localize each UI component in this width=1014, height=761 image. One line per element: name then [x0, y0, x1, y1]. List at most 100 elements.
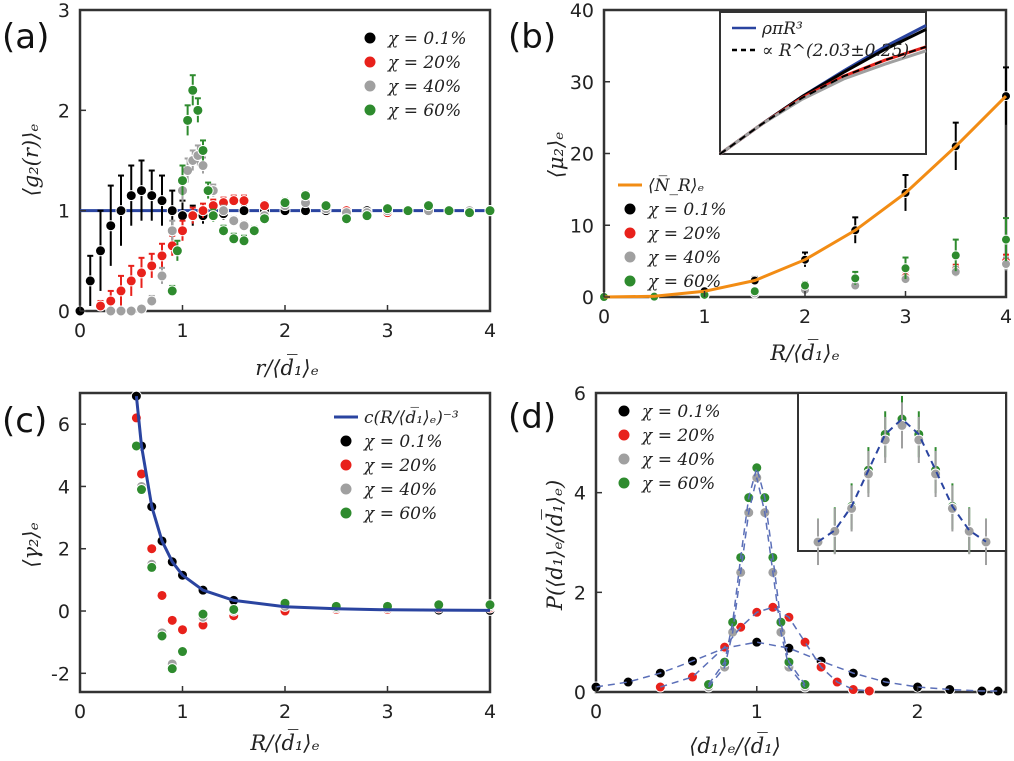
x-tick-label: 2	[912, 701, 924, 723]
data-point-60	[300, 190, 311, 202]
plot-area-d	[590, 462, 1004, 697]
legend-marker	[363, 55, 377, 69]
legend-label: χ = 40%	[641, 450, 715, 470]
data-point-60	[443, 205, 455, 217]
y-axis-label-c: ⟨γ₂⟩ₑ	[19, 522, 43, 568]
legend-label: χ = 20%	[641, 426, 715, 446]
y-tick-label: -2	[51, 663, 70, 685]
y-axis-label-d: P(⟨d₁⟩ₑ/⟨d̅₁⟩ₑ)	[541, 480, 567, 611]
data-point-40	[228, 215, 240, 227]
inset-point	[846, 502, 858, 514]
x-tick-label: 1	[176, 320, 188, 342]
legend-marker	[623, 274, 637, 288]
data-point-20	[105, 295, 117, 307]
data-point-60	[433, 599, 445, 611]
legend-label: χ = 0.1%	[387, 29, 467, 49]
data-point-20	[187, 210, 199, 222]
panel-label-c: (c)	[2, 401, 47, 441]
data-point-01	[238, 205, 250, 217]
data-point-60	[248, 225, 260, 237]
y-tick-label: 2	[58, 539, 70, 561]
panel-label-b: (b)	[508, 17, 556, 57]
data-point-20	[125, 275, 137, 287]
legend-marker	[339, 506, 353, 520]
y-tick-label: 4	[58, 476, 70, 498]
data-point-60	[464, 207, 475, 219]
data-point-20	[146, 543, 158, 555]
ticks-a: 0 1 2 3 4 0 1 2 3	[58, 0, 496, 342]
data-point-20	[799, 636, 811, 648]
inset-fit-curve	[817, 417, 987, 543]
data-point-40	[197, 160, 209, 172]
x-tick-label: 4	[484, 320, 496, 342]
legend-label: χ = 40%	[387, 77, 461, 97]
legend-a: χ = 0.1% χ = 20% χ = 40% χ = 60%	[363, 29, 467, 121]
data-point-20	[136, 267, 147, 279]
data-point-60	[192, 104, 204, 116]
legend-label: χ = 40%	[647, 248, 721, 268]
y-tick-label: 1	[58, 201, 70, 223]
x-axis-label-c: R/⟨d̅₁⟩ₑ	[249, 729, 319, 755]
data-point-01	[177, 210, 188, 222]
panel-label-d: (d)	[508, 397, 556, 437]
data-point-01	[136, 185, 147, 197]
data-point-20	[115, 285, 127, 297]
plot-area-a	[74, 74, 496, 317]
data-point-60	[136, 484, 147, 496]
y-tick-label: 4	[574, 483, 586, 505]
data-point-60	[900, 263, 911, 274]
x-tick-label: 0	[590, 701, 602, 723]
data-point-20	[146, 260, 158, 272]
y-axis-label-a: ⟨g₂(r)⟩ₑ	[19, 124, 43, 197]
legend-label: χ = 20%	[363, 456, 437, 476]
data-point-60	[950, 250, 961, 261]
data-point-60	[177, 646, 188, 658]
x-tick-label: 2	[279, 320, 291, 342]
data-point-01	[166, 205, 178, 217]
data-point-20	[228, 195, 240, 207]
data-point-01	[751, 636, 763, 648]
inset-point	[829, 525, 841, 537]
legend-marker	[339, 458, 353, 472]
x-tick-label: 3	[381, 320, 393, 342]
data-point-20	[177, 624, 188, 636]
legend-label: ⟨N̅_R⟩ₑ	[648, 175, 704, 196]
legend-label: χ = 40%	[363, 480, 437, 500]
y-axis-label-b: ⟨μ₂⟩ₑ	[544, 132, 568, 179]
panel-a: (a) 0 1 2 3 4 0 1 2 3 r/⟨d̅₁⟩ₑ ⟨g₂(r)⟩ₑ χ = 0.1%…	[2, 0, 496, 380]
data-point-60	[218, 225, 229, 237]
legend-label: χ = 0.1%	[647, 200, 727, 220]
fit-curve	[595, 641, 998, 692]
data-point-40	[182, 165, 194, 177]
x-tick-label: 2	[799, 306, 811, 328]
ticks-d: 0 1 2 0 2 4 6	[574, 383, 924, 723]
fit-line-orange	[603, 95, 1008, 299]
legend-label: χ = 20%	[387, 53, 461, 73]
fit-curve	[707, 464, 806, 685]
data-point-20	[238, 195, 250, 207]
legend-label: χ = 60%	[387, 101, 461, 121]
data-point-20	[166, 614, 178, 626]
data-point-20	[156, 250, 168, 262]
legend-label: χ = 20%	[647, 224, 721, 244]
legend-label: χ = 0.1%	[363, 432, 443, 452]
data-point-60	[228, 233, 240, 245]
panel-label-a: (a)	[2, 17, 49, 57]
legend-marker	[623, 250, 637, 264]
inset-point	[963, 525, 975, 537]
y-tick-label: 40	[570, 0, 594, 22]
y-tick-label: 3	[58, 0, 70, 22]
x-tick-label: 4	[484, 701, 496, 723]
data-point-60	[182, 114, 194, 126]
inset-point	[946, 502, 958, 514]
y-tick-label: 10	[570, 215, 594, 237]
data-point-40	[105, 305, 117, 317]
fit-curve	[660, 606, 870, 692]
data-point-20	[156, 589, 168, 601]
y-tick-label: 2	[58, 100, 70, 122]
inset-legend-label: ∝ R^(2.03±0.25)	[762, 41, 909, 61]
